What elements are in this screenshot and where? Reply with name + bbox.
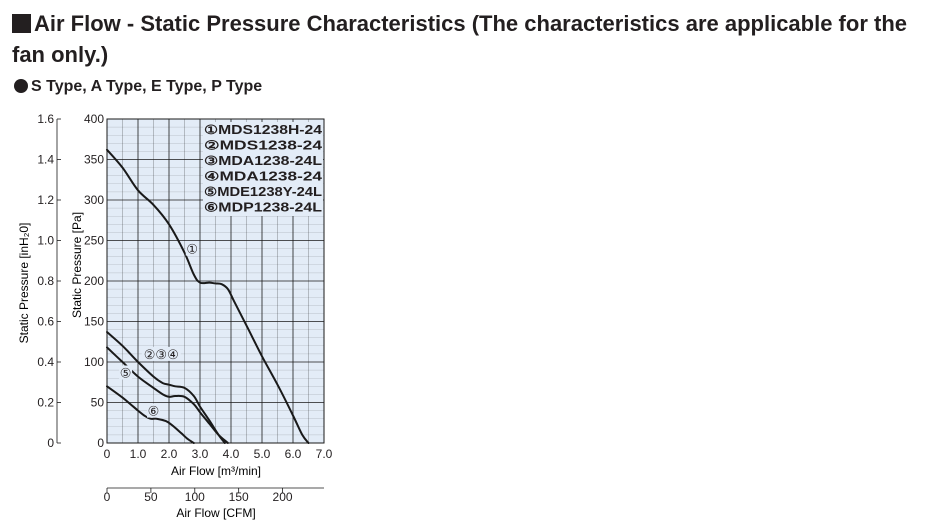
- x-secondary-tick-label: 200: [273, 490, 293, 504]
- title-text: Air Flow - Static Pressure Characteristi…: [12, 11, 907, 67]
- y-tick-label: 150: [84, 315, 104, 329]
- x-tick-label: 1.0: [130, 447, 147, 461]
- chart-title: Air Flow - Static Pressure Characteristi…: [12, 8, 937, 70]
- series-group: [106, 148, 310, 444]
- bullet-icon: [14, 79, 28, 93]
- y-tick-label: 200: [84, 274, 104, 288]
- series-line-2-4-a: [106, 331, 226, 444]
- y-secondary-tick-label: 0.2: [37, 396, 54, 410]
- series-line-5-6: [106, 385, 195, 444]
- legend-entry: ①MDS1238H-24: [204, 123, 322, 137]
- y-secondary-tick-label: 0.8: [37, 274, 54, 288]
- x-tick-label: 6.0: [285, 447, 302, 461]
- x-tick-label: 2.0: [161, 447, 178, 461]
- x-secondary-tick-label: 100: [185, 490, 205, 504]
- y-secondary-tick-label: 1.2: [37, 193, 54, 207]
- x-tick-label: 7.0: [316, 447, 333, 461]
- y-tick-label: 350: [84, 153, 104, 167]
- y-secondary-tick-label: 1.0: [37, 234, 54, 248]
- x-tick-label: 5.0: [254, 447, 271, 461]
- x-secondary-axis-label: Air Flow [CFM]: [176, 506, 255, 520]
- axes: 0 50 100 150 200 250 300 350 400 0 0.2 0.4 0.6 0.8 1.0…: [37, 112, 332, 504]
- x-tick-label: 3.0: [192, 447, 209, 461]
- x-secondary-tick-label: 50: [144, 490, 158, 504]
- legend-entry: ④MDA1238-24: [204, 170, 322, 184]
- plot-border: [106, 118, 325, 444]
- x-secondary-tick-label: 0: [104, 490, 111, 504]
- y-tick-label: 300: [84, 193, 104, 207]
- y-secondary-tick-label: 0.4: [37, 355, 54, 369]
- curve-label-bg: [185, 241, 199, 256]
- y-axis-label: Static Pressure [Pa]: [70, 212, 84, 318]
- series-line-1: [106, 148, 310, 444]
- y-tick-label: 100: [84, 355, 104, 369]
- y-tick-label: 250: [84, 234, 104, 248]
- curve-label-bg: [141, 346, 181, 361]
- curve-labels: ① ②③④ ⑤ ⑥: [119, 241, 199, 419]
- y-secondary-tick-label: 1.6: [37, 112, 54, 126]
- chart-subtitle: S Type, A Type, E Type, P Type: [14, 77, 262, 97]
- x-tick-label: 4.0: [223, 447, 240, 461]
- title-square-icon: [12, 14, 31, 33]
- series-line-2-4-b: [106, 346, 229, 444]
- legend-background: [203, 122, 323, 216]
- legend-entry: ⑥MDP1238-24L: [204, 201, 322, 215]
- curve-label: ⑥: [148, 404, 160, 419]
- curve-label: ①: [186, 242, 198, 257]
- y-tick-label: 50: [91, 396, 105, 410]
- x-axis-label: Air Flow [m³/min]: [171, 464, 261, 478]
- y-tick-label: 0: [97, 436, 104, 450]
- y-secondary-tick-label: 0.6: [37, 315, 54, 329]
- x-tick-label: 0: [104, 447, 111, 461]
- curve-label: ②③④: [144, 347, 179, 362]
- y-secondary-tick-label: 1.4: [37, 153, 54, 167]
- legend-entry: ②MDS1238-24: [204, 139, 322, 153]
- y-tick-label: 400: [84, 112, 104, 126]
- curve-label: ⑤: [120, 366, 132, 381]
- legend-entry: ⑤MDE1238Y-24L: [204, 185, 322, 199]
- curve-label-bg: [119, 365, 133, 380]
- curve-label-bg: [147, 403, 160, 418]
- subtitle-text: S Type, A Type, E Type, P Type: [31, 78, 263, 95]
- y-secondary-tick-label: 0: [47, 436, 54, 450]
- legend-entry: ③MDA1238-24L: [204, 154, 322, 168]
- x-secondary-tick-label: 150: [229, 490, 249, 504]
- y-secondary-axis-label: Static Pressure [inH₂0]: [17, 223, 31, 344]
